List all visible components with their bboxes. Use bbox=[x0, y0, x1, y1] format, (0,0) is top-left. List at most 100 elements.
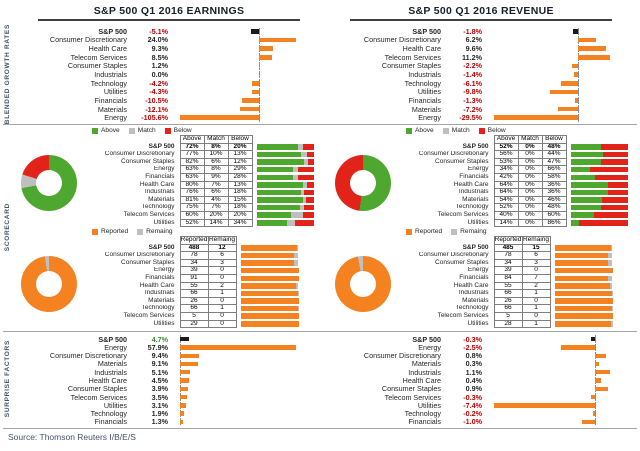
bar-track bbox=[180, 27, 308, 36]
bar-segment bbox=[240, 321, 299, 327]
value-cell: 488 bbox=[179, 243, 209, 253]
sector-value: 1.1% bbox=[465, 367, 482, 377]
value-cell: 5 bbox=[179, 311, 209, 321]
data-table: Reported Remaing S&P 500 488 12 Consumer Disc… bbox=[80, 236, 314, 329]
revenue-growth-rates-chart: S&P 500 -1.8% Consumer Discretionary 6.2% He… bbox=[330, 27, 628, 122]
legend-swatch bbox=[137, 228, 144, 235]
chart-row: Industrials 0.0% bbox=[16, 70, 314, 79]
sector-value: -1.0% bbox=[463, 417, 482, 427]
bar-cell bbox=[252, 166, 314, 174]
sector-value: 3.9% bbox=[151, 384, 168, 394]
bar-track bbox=[494, 62, 622, 71]
value-cell: 55 bbox=[179, 281, 209, 291]
bar-cell bbox=[236, 274, 314, 282]
sector-bar bbox=[578, 46, 606, 51]
bar-segment bbox=[240, 260, 294, 266]
sector-label: S&P 500 bbox=[412, 26, 441, 36]
value-cell: 66 bbox=[179, 304, 209, 313]
bar-cell bbox=[236, 320, 314, 328]
stacked-bar bbox=[570, 204, 628, 211]
bar-segment bbox=[554, 283, 611, 289]
bar-track bbox=[494, 418, 622, 426]
table-row: Industrials 76% 6% 18% bbox=[80, 188, 314, 197]
sector-bar bbox=[180, 419, 183, 425]
sector-value: -1.4% bbox=[463, 70, 482, 80]
reported-earnings-donut bbox=[21, 256, 77, 312]
value-cell: 6 bbox=[207, 251, 237, 260]
sector-label: Consumer Staples bbox=[121, 158, 175, 165]
bar-cell bbox=[550, 320, 628, 328]
sector-bar bbox=[258, 63, 261, 69]
table-row: Financials 63% 9% 28% bbox=[80, 172, 314, 182]
zero-axis-line bbox=[258, 113, 260, 122]
sector-bar bbox=[258, 37, 297, 43]
stacked-bar bbox=[570, 174, 628, 181]
table-row: Telecom Services 5 0 bbox=[394, 311, 628, 321]
bar-cell bbox=[252, 196, 314, 204]
table-row: S&P 500 72% 8% 20% bbox=[80, 142, 314, 152]
bar-segment bbox=[304, 204, 314, 211]
bar-segment bbox=[240, 267, 299, 274]
bar-segment bbox=[600, 144, 628, 150]
value-cell: 66 bbox=[179, 289, 209, 298]
value-cell: 1 bbox=[521, 304, 551, 313]
column-header: Reported bbox=[493, 236, 523, 245]
value-cell: 86% bbox=[541, 218, 567, 228]
revenue-panel-title: S&P 500 Q1 2016 REVENUE bbox=[350, 5, 612, 21]
legend-swatch bbox=[478, 127, 485, 134]
value-cell: 0% bbox=[517, 218, 543, 228]
chart-row: Utilities -4.3% bbox=[16, 87, 314, 96]
sector-label: Financials bbox=[94, 417, 127, 427]
bar-segment bbox=[594, 174, 628, 181]
bar-segment bbox=[304, 189, 314, 196]
sector-value: 6.2% bbox=[465, 35, 482, 45]
chart-row: Financials -10.5% bbox=[16, 96, 314, 105]
chart-row: Financials 1.3% bbox=[16, 417, 314, 427]
sector-bar bbox=[592, 411, 596, 416]
earnings-growth-rates-chart: S&P 500 -5.1% Consumer Discretionary 24.0% H… bbox=[16, 27, 314, 122]
chart-row: Consumer Discretionary 9.4% bbox=[16, 351, 314, 360]
sector-label: Industrials bbox=[458, 289, 489, 297]
legend-swatch bbox=[451, 228, 458, 235]
sector-label: Energy bbox=[467, 165, 489, 173]
bar-segment bbox=[554, 290, 612, 297]
revenue-scorecard-block: Above Match Below Above Match Below S&P 500 52%… bbox=[330, 127, 628, 228]
empty-cell bbox=[550, 237, 628, 245]
bar-cell bbox=[236, 267, 314, 275]
value-cell: 0 bbox=[207, 311, 237, 321]
bar-cell bbox=[236, 252, 314, 260]
sector-label: Industrials bbox=[458, 188, 489, 196]
value-cell: 34% bbox=[227, 218, 253, 228]
legend-label: Remaing bbox=[460, 228, 487, 235]
bar-segment bbox=[303, 197, 306, 203]
sector-label: Consumer Staples bbox=[67, 61, 127, 71]
sector-bar bbox=[258, 46, 274, 51]
donut-hole bbox=[350, 170, 376, 196]
bar-cell bbox=[550, 252, 628, 260]
bar-track bbox=[180, 376, 308, 385]
empty-cell bbox=[80, 237, 180, 245]
bar-segment bbox=[256, 189, 301, 196]
sector-label: S&P 500 bbox=[462, 143, 489, 150]
table-row: Energy 39 0 bbox=[394, 266, 628, 275]
sector-label: Utilities bbox=[153, 320, 175, 327]
table-row: Consumer Staples 34 3 bbox=[80, 258, 314, 268]
value-cell: 72% bbox=[179, 142, 205, 152]
sector-value: -9.8% bbox=[463, 87, 482, 97]
bar-track bbox=[180, 335, 308, 343]
sector-label: Technology bbox=[141, 203, 175, 211]
stacked-bar bbox=[570, 212, 628, 218]
sector-label: Materials bbox=[462, 297, 489, 304]
scorecard-earnings-donut bbox=[21, 155, 77, 211]
sector-value: 1.3% bbox=[151, 417, 168, 427]
value-cell: 63% bbox=[179, 165, 205, 174]
value-cell: 15% bbox=[227, 195, 253, 205]
bar-track bbox=[180, 385, 308, 393]
bar-segment bbox=[601, 159, 628, 165]
chart-row: Materials -7.2% bbox=[330, 105, 628, 114]
bar-segment bbox=[590, 166, 628, 173]
bar-cell bbox=[550, 244, 628, 252]
bar-track bbox=[494, 44, 622, 53]
value-cell: 77% bbox=[179, 150, 205, 159]
legend-swatch bbox=[92, 228, 98, 235]
